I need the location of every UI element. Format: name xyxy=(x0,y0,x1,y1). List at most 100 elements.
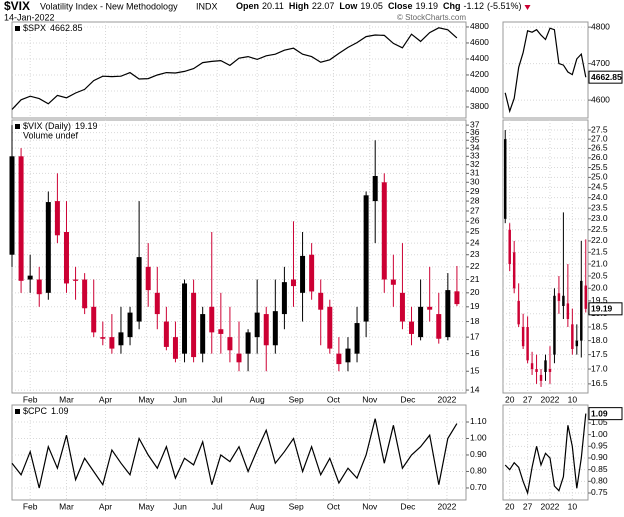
candle-body xyxy=(530,363,534,370)
candle-body xyxy=(580,280,583,341)
candle-body xyxy=(575,340,579,347)
y-tick-label: 21.5 xyxy=(591,247,608,257)
quote-value: 22.07 xyxy=(312,1,335,11)
candle-body xyxy=(172,337,178,359)
y-tick-label: 27.5 xyxy=(591,124,608,134)
y-tick-label: 16 xyxy=(470,348,480,358)
y-tick-label: 22.0 xyxy=(591,235,608,245)
candle-body xyxy=(526,327,529,361)
y-tick-label: 30 xyxy=(470,177,480,187)
y-tick-label: 0.70 xyxy=(470,482,487,492)
candle-body xyxy=(327,306,333,349)
y-tick-label: 1.00 xyxy=(470,433,487,443)
candle-body xyxy=(454,291,460,305)
candle-body xyxy=(571,324,574,349)
candle-body xyxy=(191,292,197,358)
legend-swatch xyxy=(15,409,20,414)
candle-body xyxy=(504,139,507,219)
candle-body xyxy=(100,337,106,339)
y-tick-label: 18 xyxy=(470,316,480,326)
quote-label: High xyxy=(289,1,309,11)
candle-body xyxy=(381,182,387,280)
candle-body xyxy=(154,292,160,315)
y-tick-label: 4800 xyxy=(591,21,610,31)
candle-body xyxy=(512,252,516,289)
candle-body xyxy=(363,195,369,322)
quote-value: (-5.51%) xyxy=(487,1,522,11)
candle-body xyxy=(27,275,33,280)
legend-value: 4662.85 xyxy=(50,23,83,33)
x-tick-label: Nov xyxy=(362,394,378,404)
x-tick-label: 27 xyxy=(523,501,533,511)
x-tick-label: Feb xyxy=(23,501,38,511)
y-tick-label: 16.5 xyxy=(591,378,608,388)
legend-swatch xyxy=(15,26,20,31)
candle-body xyxy=(445,290,451,338)
y-tick-label: 25.0 xyxy=(591,172,608,182)
y-tick-label: 4000 xyxy=(470,85,489,95)
candle-body xyxy=(584,285,587,309)
y-tick-label: 4800 xyxy=(470,21,489,31)
legend-value: 1.09 xyxy=(51,406,69,416)
candle-body xyxy=(521,327,525,347)
y-tick-label: 31 xyxy=(470,168,480,178)
candle-body xyxy=(535,369,538,372)
legend: $VIX (Daily) 19.19 xyxy=(23,121,98,131)
y-tick-label: 25.5 xyxy=(591,162,608,172)
candle-body xyxy=(254,312,260,338)
candle-body xyxy=(517,300,520,325)
candle-body xyxy=(372,175,378,202)
y-tick-label: 36 xyxy=(470,127,480,137)
symbol: $VIX xyxy=(4,0,30,13)
quote-label: Open xyxy=(236,1,259,11)
y-tick-label: 27.0 xyxy=(591,133,608,143)
candle-body xyxy=(63,231,69,284)
value-box-label: 1.09 xyxy=(591,408,608,418)
x-tick-label: Jun xyxy=(173,501,187,511)
y-tick-label: 23.5 xyxy=(591,202,608,212)
y-tick-label: 1.10 xyxy=(470,416,487,426)
candle-body xyxy=(263,314,269,346)
candle-body xyxy=(45,202,51,293)
y-tick-label: 4200 xyxy=(470,69,489,79)
legend-name: $VIX (Daily) xyxy=(23,121,71,131)
y-tick-label: 20.5 xyxy=(591,270,608,280)
y-tick-label: 24 xyxy=(470,237,480,247)
legend: $CPC 1.09 xyxy=(23,406,69,416)
x-tick-label: Dec xyxy=(400,394,416,404)
line xyxy=(504,27,587,114)
y-tick-label: 19.5 xyxy=(591,295,608,305)
y-tick-label: 4600 xyxy=(470,37,489,47)
x-tick-label: 20 xyxy=(505,394,515,404)
y-tick-label: 28 xyxy=(470,195,480,205)
candle-body xyxy=(548,369,552,372)
y-tick-label: 26 xyxy=(470,216,480,226)
y-tick-label: 24.0 xyxy=(591,192,608,202)
candle-body xyxy=(272,311,278,346)
candle-body xyxy=(54,201,60,236)
candle-body xyxy=(336,353,342,365)
candle-body xyxy=(436,314,442,339)
y-tick-label: 20 xyxy=(470,287,480,297)
panel-frame xyxy=(11,21,467,119)
legend: $SPX 4662.85 xyxy=(23,23,83,33)
y-tick-label: 29 xyxy=(470,186,480,196)
x-tick-label: Sep xyxy=(289,394,304,404)
quote-value: -1.12 xyxy=(463,1,484,11)
candle-body xyxy=(91,306,97,333)
candle-body xyxy=(218,329,224,334)
y-tick-label: 0.75 xyxy=(591,487,608,497)
candle-body xyxy=(309,254,315,292)
x-tick-label: Jul xyxy=(212,394,223,404)
y-tick-label: 17.0 xyxy=(591,363,608,373)
x-tick-label: Mar xyxy=(59,501,74,511)
candle-body xyxy=(345,348,351,363)
x-tick-label: 2022 xyxy=(437,501,456,511)
index-name: Volatility Index - New Methodology xyxy=(40,1,178,11)
line xyxy=(11,27,458,110)
y-tick-label: 3800 xyxy=(470,101,489,111)
y-tick-label: 22 xyxy=(470,261,480,271)
legend-value: 19.19 xyxy=(75,121,98,131)
value-box-label: 4662.85 xyxy=(591,72,622,82)
candle-body xyxy=(544,360,547,372)
